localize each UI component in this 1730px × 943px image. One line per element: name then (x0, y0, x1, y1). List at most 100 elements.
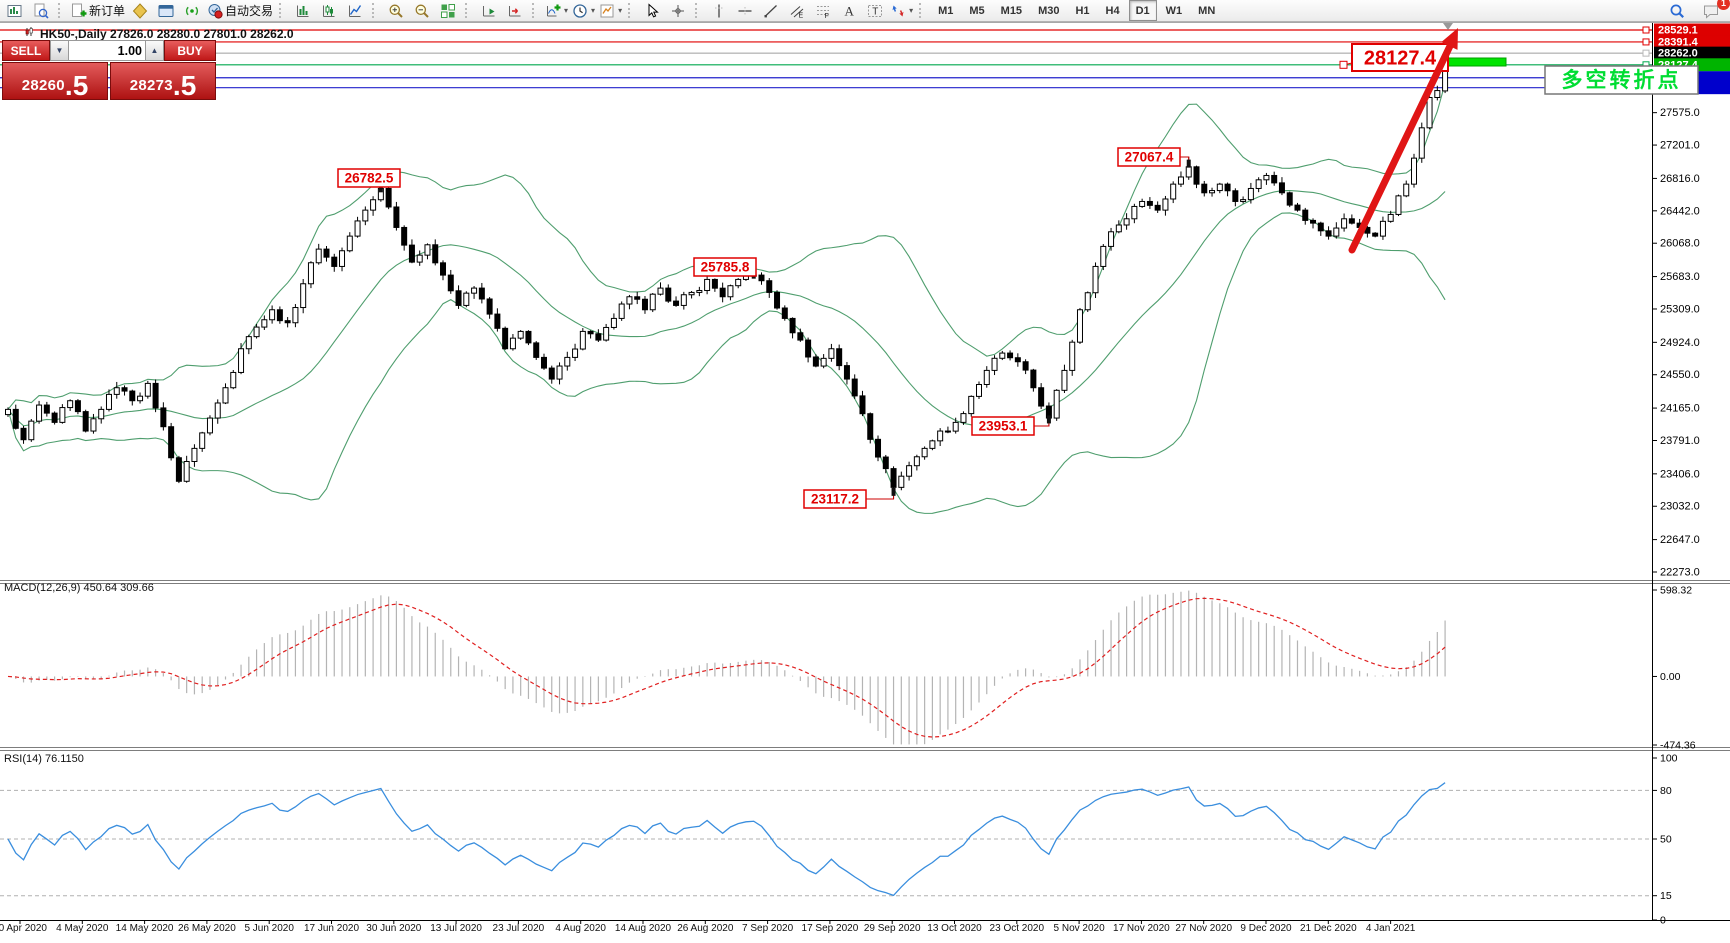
date-ticks (19, 920, 1392, 924)
rsi-axis[interactable]: 100 80 50 15 0 (1652, 753, 1678, 927)
date-label: 13 Jul 2020 (430, 923, 482, 934)
timeframe-d1-button[interactable]: D1 (1128, 0, 1157, 21)
autotrading-label: 自动交易 (225, 4, 274, 18)
bar-chart-button[interactable] (290, 1, 316, 21)
arrows-button[interactable]: ▾ (888, 1, 915, 21)
timeframe-m1-button[interactable]: M1 (938, 4, 954, 17)
autotrading-button[interactable]: 自动交易 (205, 1, 275, 21)
date-label: 4 May 2020 (56, 923, 109, 934)
svg-text:T: T (872, 6, 878, 17)
date-label: 23 Oct 2020 (989, 923, 1045, 934)
date-label: 5 Jun 2020 (244, 923, 294, 934)
toolbar-separator (465, 3, 473, 18)
date-label: 20 Apr 2020 (0, 923, 47, 934)
svg-text:23791.0: 23791.0 (1660, 435, 1700, 447)
templates-caret-icon[interactable]: ▾ (618, 6, 623, 15)
toolbar-separator (279, 3, 287, 18)
timeframe-w1-button[interactable]: W1 (1165, 4, 1183, 17)
volume-down-button[interactable]: ▼ (50, 40, 69, 61)
cursor-button[interactable] (639, 1, 665, 21)
arrows-caret-icon[interactable]: ▾ (909, 6, 914, 15)
date-label: 26 May 2020 (177, 923, 236, 934)
crosshair-button[interactable] (665, 1, 691, 21)
text-label-button[interactable]: T (862, 1, 888, 21)
search-icon (1669, 3, 1685, 19)
new-order-label: 新订单 (89, 4, 126, 18)
auto-scroll-button[interactable] (476, 1, 502, 21)
rsi-label: RSI(14) 76.1150 (4, 753, 84, 765)
macd-axis[interactable]: 598.32 0.00 -474.36 (1652, 585, 1696, 752)
timeframe-m5-button[interactable]: M5 (969, 4, 985, 17)
zoom-out-icon (414, 3, 430, 19)
svg-text:598.32: 598.32 (1660, 585, 1692, 597)
charts-button[interactable] (2, 1, 28, 21)
search-button[interactable] (1664, 1, 1690, 21)
svg-text:28529.1: 28529.1 (1658, 25, 1698, 37)
terminal-button[interactable] (153, 1, 179, 21)
svg-text:28262.0: 28262.0 (1658, 48, 1698, 60)
timeframe-m15-button[interactable]: M15 (1000, 4, 1023, 17)
tile-windows-button[interactable] (435, 1, 461, 21)
print-preview-button[interactable] (28, 1, 54, 21)
volume-up-button[interactable]: ▲ (145, 40, 164, 61)
date-label: 9 Dec 2020 (1240, 923, 1292, 934)
chart-annotations: 26782.5 25785.8 23953.1 23117.2 27067.4 28127… (337, 23, 1699, 509)
periods-button[interactable]: ▾ (570, 1, 597, 21)
zoom-in-button[interactable] (383, 1, 409, 21)
chart-shift-icon (507, 3, 523, 19)
volume-input[interactable] (69, 40, 145, 61)
price-axis[interactable]: 27575.0 27201.0 26816.0 26442.0 26068.0 25683… (1652, 23, 1730, 579)
indicators-button[interactable]: ▾ (543, 1, 570, 21)
candlesticks (5, 51, 1449, 499)
price-chart-canvas[interactable]: 27575.0 27201.0 26816.0 26442.0 26068.0 25683… (0, 22, 1730, 943)
timeframe-m30-button[interactable]: M30 (1038, 4, 1060, 17)
toolbar-separator (919, 3, 927, 18)
buy-button[interactable]: BUY (164, 40, 216, 61)
chat-button[interactable]: 1 (1698, 0, 1730, 21)
svg-text:25683.0: 25683.0 (1660, 271, 1700, 283)
new-order-button[interactable]: 新订单 (69, 1, 127, 21)
macd-label: MACD(12,26,9) 450.64 309.66 (4, 582, 154, 594)
candlestick-chart-icon (321, 3, 337, 19)
line-chart-button[interactable] (342, 1, 368, 21)
trendline-button[interactable] (758, 1, 784, 21)
text-icon: A (841, 3, 857, 19)
svg-text:26442.0: 26442.0 (1660, 205, 1700, 217)
sell-price-display[interactable]: 28260 .5 (2, 62, 108, 100)
svg-text:23406.0: 23406.0 (1660, 468, 1700, 480)
templates-button[interactable]: ▾ (597, 1, 624, 21)
date-label: 17 Sep 2020 (801, 923, 859, 934)
macd-signal-line (7, 597, 1446, 738)
svg-text:26782.5: 26782.5 (345, 171, 394, 186)
one-click-trading-panel: SELL ▼ ▲ BUY 28260 .5 28273 .5 (2, 40, 216, 100)
zoom-out-button[interactable] (409, 1, 435, 21)
svg-text:24165.0: 24165.0 (1660, 403, 1700, 415)
indicators-caret-icon[interactable]: ▾ (564, 6, 569, 15)
fibonacci-icon: F (815, 3, 831, 19)
svg-text:27201.0: 27201.0 (1660, 140, 1700, 152)
toolbar: 新订单 自动交易 ▾ ▾ ▾ E F A T ▾ M1 M5 M15 M30 H1 H4 D1 W1 MN 1 (0, 0, 1730, 22)
equidistant-channel-button[interactable]: E (784, 1, 810, 21)
svg-text:E: E (799, 12, 804, 19)
sell-button[interactable]: SELL (2, 40, 50, 61)
buy-price-display[interactable]: 28273 .5 (110, 62, 216, 100)
date-label: 27 Nov 2020 (1175, 923, 1233, 934)
pane-borders (0, 22, 1730, 921)
signals-button[interactable] (179, 1, 205, 21)
horizontal-line-button[interactable] (732, 1, 758, 21)
chart-shift-button[interactable] (502, 1, 528, 21)
trend-arrow (1348, 42, 1454, 254)
arrows-icon (890, 3, 906, 19)
candlestick-chart-button[interactable] (316, 1, 342, 21)
timeframe-h1-button[interactable]: H1 (1075, 4, 1090, 17)
fibonacci-button[interactable]: F (810, 1, 836, 21)
metaeditor-button[interactable] (127, 1, 153, 21)
text-button[interactable]: A (836, 1, 862, 21)
macd-histogram (15, 590, 1446, 745)
timeframe-h4-button[interactable]: H4 (1105, 4, 1120, 17)
periods-caret-icon[interactable]: ▾ (591, 6, 596, 15)
vertical-line-button[interactable] (706, 1, 732, 21)
svg-text:27575.0: 27575.0 (1660, 107, 1700, 119)
timeframe-mn-button[interactable]: MN (1198, 4, 1216, 17)
